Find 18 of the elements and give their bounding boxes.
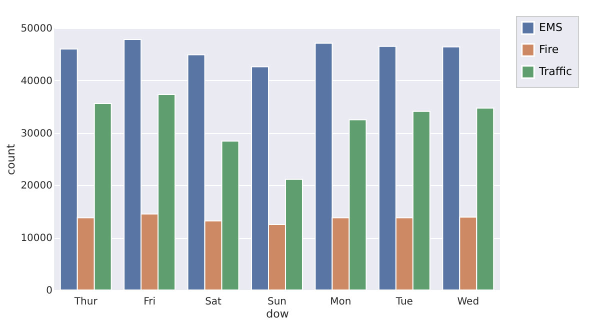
y-tick-label: 20000 — [20, 180, 52, 192]
legend-label: EMS — [539, 21, 562, 34]
x-tick-label: Tue — [394, 296, 413, 308]
x-tick-label: Sun — [267, 296, 287, 308]
x-tick-label: Thur — [73, 296, 98, 308]
x-tick-label: Wed — [457, 296, 480, 308]
x-tick-label: Fri — [144, 296, 156, 308]
x-axis-title: dow — [266, 308, 289, 320]
y-tick-label: 10000 — [20, 233, 52, 244]
legend-label: Traffic — [538, 65, 572, 78]
y-tick-label: 50000 — [20, 24, 52, 34]
x-tick-label: Mon — [330, 296, 352, 308]
y-axis-title: count — [4, 143, 18, 176]
y-tick-label: 30000 — [20, 128, 52, 140]
y-tick-label: 0 — [46, 286, 52, 296]
x-tick-label: Sat — [205, 296, 222, 308]
y-tick-label: 40000 — [20, 76, 52, 87]
legend-label: Fire — [539, 43, 559, 56]
